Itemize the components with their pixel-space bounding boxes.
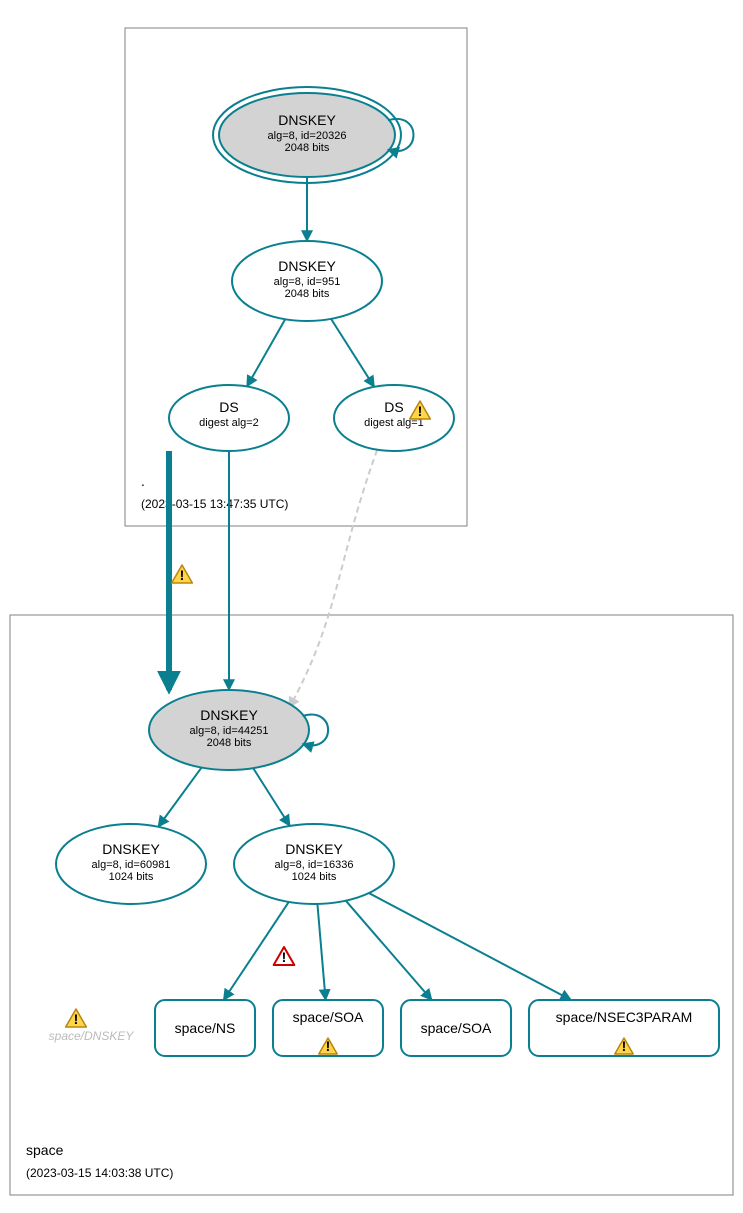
edge <box>289 450 377 708</box>
svg-text:!: ! <box>418 403 423 419</box>
node-detail: 1024 bits <box>109 871 154 883</box>
node-title: space/SOA <box>421 1020 492 1036</box>
svg-text:!: ! <box>74 1011 79 1027</box>
node-detail: alg=8, id=60981 <box>92 859 171 871</box>
edge <box>317 904 325 1000</box>
node-detail: 2048 bits <box>207 737 252 749</box>
svg-text:!: ! <box>622 1038 627 1054</box>
node-root_ksk: DNSKEY alg=8, id=203262048 bits <box>213 87 401 183</box>
ghost-label: space/DNSKEY <box>49 1029 135 1043</box>
node-title: DNSKEY <box>285 841 343 857</box>
node-title: DNSKEY <box>278 112 336 128</box>
svg-text:!: ! <box>180 567 185 583</box>
edge <box>369 893 571 1000</box>
node-space_ksk: DNSKEY alg=8, id=442512048 bits <box>149 690 309 770</box>
svg-text:!: ! <box>282 949 287 965</box>
node-ds2: DS digest alg=2 <box>169 385 289 451</box>
node-detail: alg=8, id=16336 <box>275 859 354 871</box>
node-rr_ns: space/NS <box>155 1000 255 1056</box>
node-detail: alg=8, id=44251 <box>190 725 269 737</box>
zone-label: . <box>141 473 145 489</box>
node-detail: digest alg=2 <box>199 417 259 429</box>
node-title: DNSKEY <box>278 258 336 274</box>
node-ghost_dnskey: ! space/DNSKEY <box>49 1009 135 1043</box>
zone-space: space (2023-03-15 14:03:38 UTC) <box>10 615 733 1195</box>
node-space_zsk1: DNSKEY alg=8, id=609811024 bits <box>56 824 206 904</box>
node-title: space/SOA <box>293 1009 364 1025</box>
node-detail: 1024 bits <box>292 871 337 883</box>
node-rr_nsec3: space/NSEC3PARAM! <box>529 1000 719 1056</box>
node-root_zsk: DNSKEY alg=8, id=9512048 bits <box>232 241 382 321</box>
node-detail: alg=8, id=20326 <box>268 130 347 142</box>
zone-label: space <box>26 1142 64 1158</box>
node-detail: 2048 bits <box>285 142 330 154</box>
node-title: DS <box>384 399 403 415</box>
node-space_zsk2: DNSKEY alg=8, id=163361024 bits <box>234 824 394 904</box>
edge <box>331 319 374 387</box>
svg-text:!: ! <box>326 1038 331 1054</box>
node-rr_soa1: space/SOA! <box>273 1000 383 1056</box>
edge <box>247 319 285 386</box>
edge <box>253 768 290 826</box>
zone-timestamp: (2023-03-15 14:03:38 UTC) <box>26 1166 173 1180</box>
zone-timestamp: (2023-03-15 13:47:35 UTC) <box>141 497 288 511</box>
edge <box>158 768 201 827</box>
node-rr_soa2: space/SOA <box>401 1000 511 1056</box>
edge <box>346 901 432 1000</box>
node-title: DNSKEY <box>102 841 160 857</box>
node-title: DS <box>219 399 238 415</box>
node-detail: alg=8, id=951 <box>274 276 341 288</box>
node-detail: 2048 bits <box>285 288 330 300</box>
node-title: space/NS <box>175 1020 236 1036</box>
edge <box>224 902 289 1000</box>
node-title: DNSKEY <box>200 707 258 723</box>
node-title: space/NSEC3PARAM <box>556 1009 693 1025</box>
node-ds1: DSdigest alg=1! <box>334 385 454 451</box>
dnssec-diagram: . (2023-03-15 13:47:35 UTC) space (2023-03-… <box>0 0 743 1213</box>
